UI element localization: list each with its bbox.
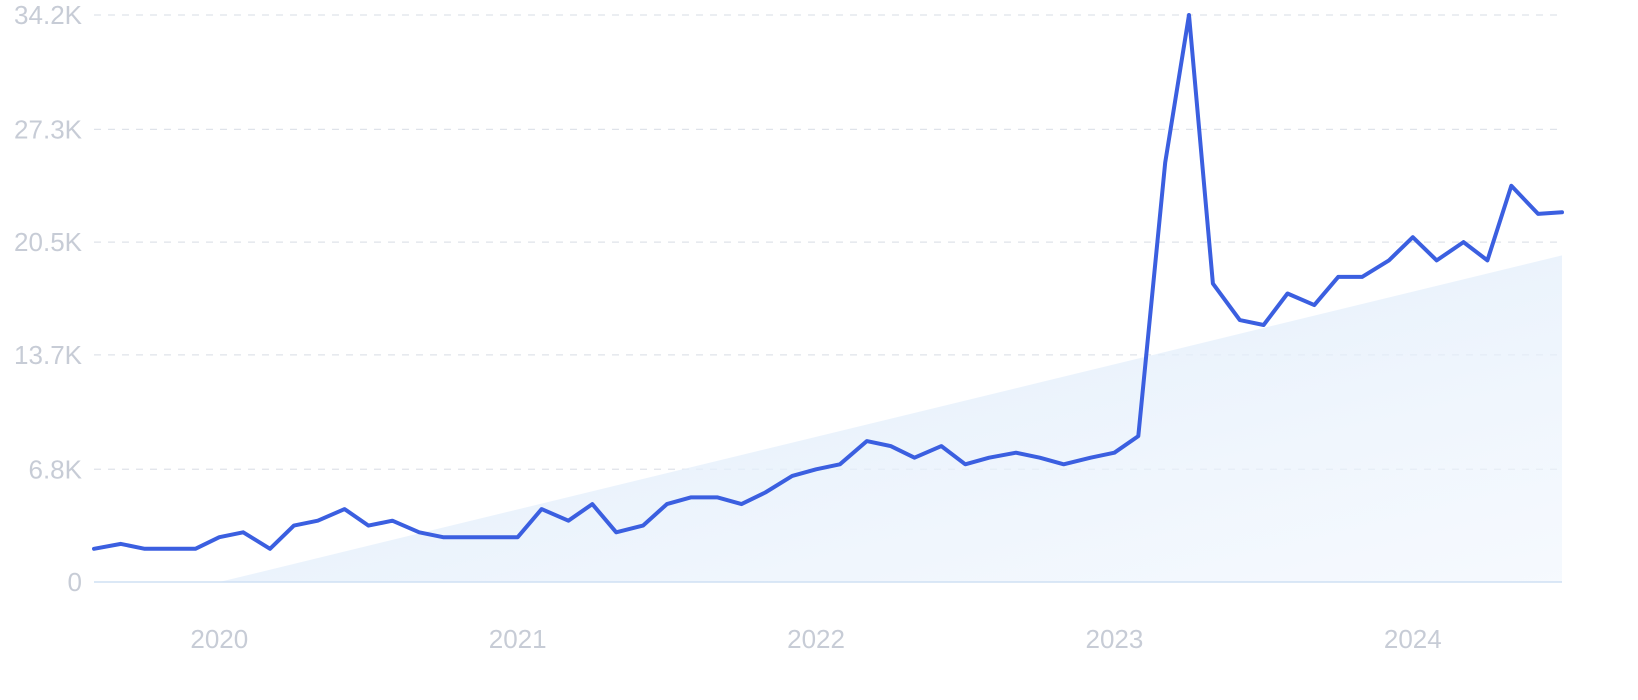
x-tick-label: 2022: [787, 624, 845, 654]
y-tick-label: 20.5K: [14, 227, 83, 257]
x-tick-label: 2021: [489, 624, 547, 654]
x-tick-label: 2023: [1086, 624, 1144, 654]
x-axis-ticks: 2020 2021 2022 2023 2024: [190, 624, 1441, 654]
x-tick-label: 2024: [1384, 624, 1442, 654]
series-line-0: [92, 13, 1564, 551]
trend-area: [219, 255, 1562, 583]
y-tick-label: 6.8K: [29, 454, 83, 484]
y-tick-label: 0: [68, 567, 82, 597]
y-tick-label: 27.3K: [14, 114, 83, 144]
y-tick-label: 13.7K: [14, 340, 83, 370]
series-layer: [92, 13, 1564, 551]
y-tick-label: 34.2K: [14, 0, 83, 30]
y-axis-ticks: 0 6.8K 13.7K 20.5K 27.3K 34.2K: [14, 0, 83, 597]
x-tick-label: 2020: [190, 624, 248, 654]
